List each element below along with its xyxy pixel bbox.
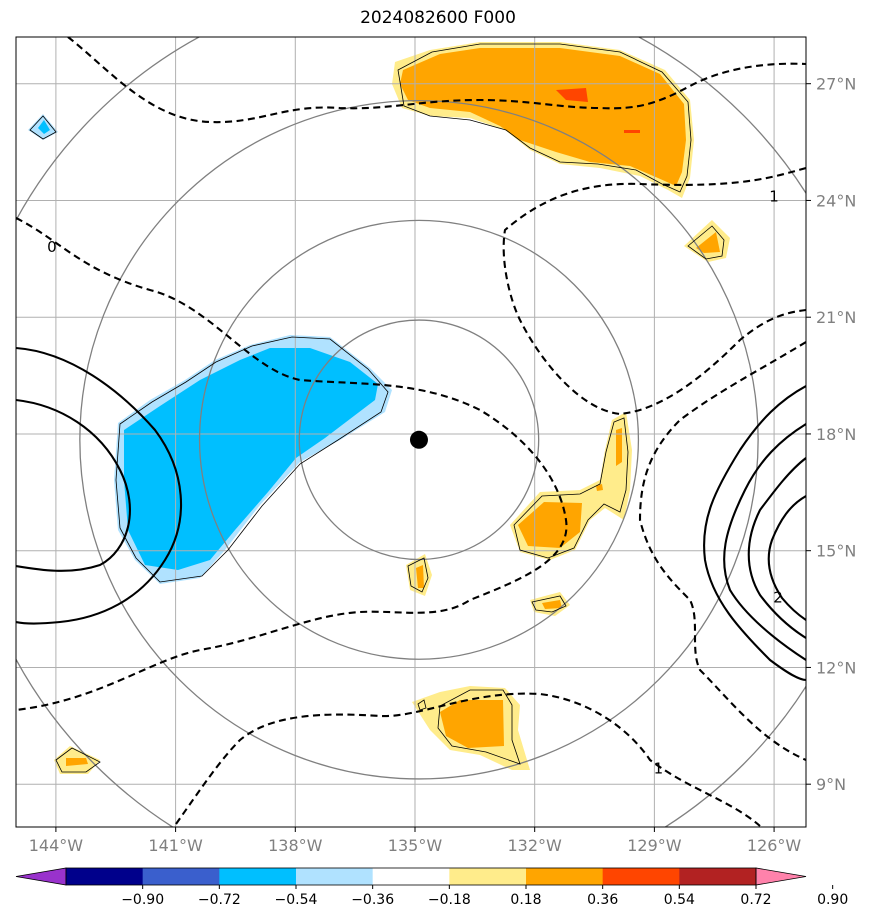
colorbar: −0.90 −0.72 −0.54 −0.36 −0.18 0.18 0.36 0.54 0.7…	[15, 867, 848, 908]
colorbar-label-2: −0.54	[275, 892, 318, 908]
range-ring-1	[198, 219, 640, 660]
map-title: 2024082600 F000	[360, 8, 516, 28]
colorbar-label-6: 0.36	[587, 892, 618, 908]
colorbar-segment-6	[526, 868, 604, 885]
lon-tick-label-1: 141°W	[148, 836, 203, 855]
colorbar-frame	[65, 867, 757, 886]
dashed-contour-north	[67, 37, 806, 124]
solid-contours	[16, 346, 806, 682]
colorbar-label-0: −0.90	[121, 892, 164, 908]
range-rings	[16, 37, 806, 827]
map-frame	[15, 36, 807, 828]
negative-anomaly-region-west	[28, 114, 392, 584]
solid-contour-east-2	[723, 423, 806, 661]
storm-center-marker	[409, 430, 428, 449]
colorbar-segment-8	[679, 868, 757, 885]
colorbar-label-4: −0.18	[428, 892, 471, 908]
solid-contour-west-outer	[16, 346, 182, 625]
solid-contour-east-3	[747, 457, 806, 639]
colorbar-segment-0	[66, 868, 144, 885]
lon-tick-label-4: 132°W	[508, 836, 563, 855]
lat-tick-label-4: 21°N	[816, 308, 856, 327]
contour-labels: 01121	[47, 188, 783, 778]
lon-tick-label-0: 144°W	[29, 836, 84, 855]
outline-west	[115, 336, 389, 583]
contour-label-0: 0	[47, 238, 57, 256]
colorbar-extend-low	[15, 867, 67, 886]
lon-tick-label-2: 138°W	[268, 836, 323, 855]
outline-small-1	[407, 557, 429, 593]
colorbar-segment-5	[449, 868, 527, 885]
dashed-contour-central	[16, 217, 568, 712]
positive-anomaly-region-north	[392, 42, 694, 198]
colorbar-segment-7	[602, 868, 680, 885]
dashed-contour-south	[175, 692, 761, 827]
lon-tick-label-3: 135°W	[388, 836, 443, 855]
colorbar-segment-1	[142, 868, 220, 885]
outline-small-5	[29, 115, 57, 140]
outline-small-4	[55, 747, 101, 773]
latitude-axis: 9°N 12°N 15°N 18°N 21°N 24°N 27°N	[806, 75, 856, 794]
lat-tick-label-2: 15°N	[816, 542, 856, 561]
colorbar-extend-high	[755, 867, 807, 886]
outline-small-2	[531, 595, 567, 613]
range-ring-2	[79, 99, 759, 780]
outline-southeast	[513, 417, 629, 559]
colorbar-label-7: 0.54	[664, 892, 695, 908]
outline-south	[437, 689, 521, 765]
contour-label-2: 1	[769, 188, 779, 206]
lon-tick-label-6: 126°W	[747, 836, 802, 855]
solid-contour-east-4	[767, 495, 806, 621]
colorbar-label-3: −0.36	[351, 892, 394, 908]
colorbar-label-5: 0.18	[510, 892, 541, 908]
outline-small-3	[687, 225, 725, 260]
colorbar-label-9: 0.90	[817, 892, 848, 908]
colorbar-segment-3	[296, 868, 374, 885]
lat-tick-label-6: 27°N	[816, 75, 856, 94]
range-ring-0	[298, 319, 540, 561]
colorbar-segment-4	[372, 868, 450, 885]
dashed-contour-east	[502, 166, 806, 416]
lat-tick-label-5: 24°N	[816, 191, 856, 210]
longitude-axis: 144°W 141°W 138°W 135°W 132°W 129°W 126°W	[29, 827, 802, 855]
colorbar-label-8: 0.72	[740, 892, 771, 908]
lat-tick-label-1: 12°N	[816, 658, 856, 677]
lat-tick-label-3: 18°N	[816, 425, 856, 444]
contour-label-4: 1	[654, 760, 664, 778]
outline-north	[397, 43, 692, 193]
anomaly-outlines	[29, 43, 725, 773]
outline-small-6	[417, 699, 427, 711]
contour-label-3: 2	[773, 588, 783, 606]
dashed-contour-southeast	[638, 341, 806, 761]
colorbar-segment-2	[219, 868, 297, 885]
lat-tick-label-0: 9°N	[816, 775, 846, 794]
dashed-contours	[16, 37, 806, 827]
lat-lon-grid	[16, 37, 806, 827]
colorbar-label-1: −0.72	[198, 892, 241, 908]
lon-tick-label-5: 129°W	[627, 836, 682, 855]
solid-contour-east-1	[703, 385, 806, 682]
solid-contour-west-inner	[16, 398, 131, 572]
